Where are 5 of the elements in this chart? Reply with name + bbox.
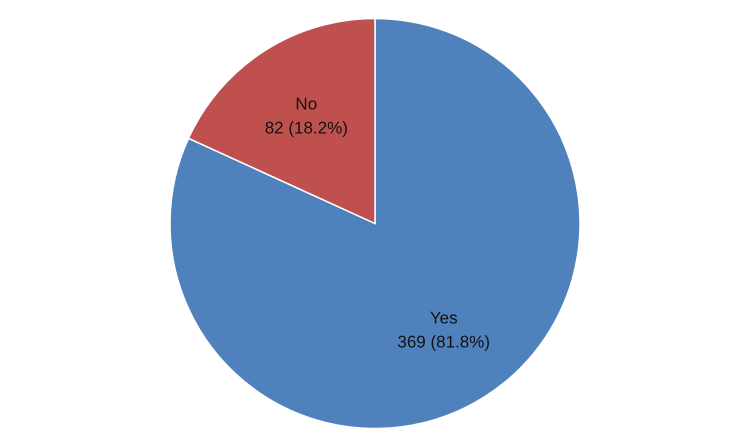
data-label: 369 (81.8%) xyxy=(397,332,490,352)
pie-slice xyxy=(169,18,581,429)
data-label: 82 (18.2%) xyxy=(264,118,348,138)
slice-label: Yes xyxy=(430,308,458,328)
slice-label: No xyxy=(295,94,318,114)
